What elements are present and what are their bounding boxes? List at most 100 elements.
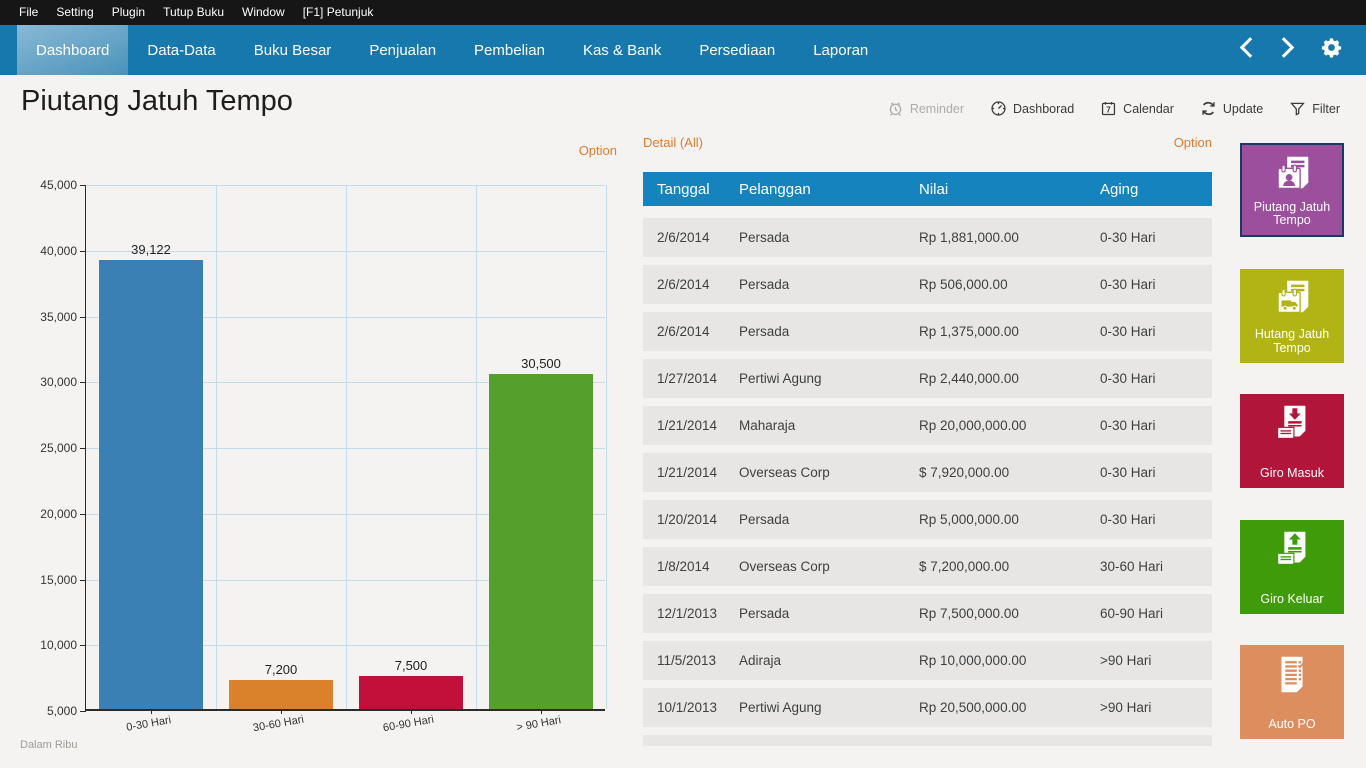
dashborad-button[interactable]: Dashborad xyxy=(990,100,1074,117)
menu-item-window[interactable]: Window xyxy=(233,0,294,25)
navbar: DashboardData-DataBuku BesarPenjualanPem… xyxy=(0,25,1366,75)
y-axis-label: 40,000 xyxy=(40,244,77,258)
y-axis-tick xyxy=(80,645,86,646)
cell-pelanggan: Maharaja xyxy=(725,418,905,433)
x-axis-label: 30-60 Hari xyxy=(252,714,305,735)
cell-pelanggan: Adiraja xyxy=(725,653,905,668)
filter-button[interactable]: Filter xyxy=(1289,100,1340,117)
menu-item-plugin[interactable]: Plugin xyxy=(103,0,154,25)
table-row[interactable]: 1/8/2014Overseas Corp$ 7,200,000.0030-60… xyxy=(643,547,1212,586)
y-axis-label: 25,000 xyxy=(40,441,77,455)
nav-tab-dashboard[interactable]: Dashboard xyxy=(17,25,128,75)
y-axis-tick xyxy=(80,185,86,186)
cell-aging: 0-30 Hari xyxy=(1085,371,1212,386)
chart-bar-90-hari xyxy=(489,374,593,709)
receivables-detail-panel: Detail (All) Option TanggalPelangganNila… xyxy=(643,135,1212,760)
column-header-nilai: Nilai xyxy=(905,181,1085,198)
tile-giro-keluar[interactable]: Giro Keluar xyxy=(1240,520,1344,614)
chevron-right-icon xyxy=(1280,37,1295,63)
calendar-label: Calendar xyxy=(1123,102,1174,116)
update-button[interactable]: Update xyxy=(1200,100,1263,117)
nav-tab-penjualan[interactable]: Penjualan xyxy=(350,25,455,75)
menu-item-file[interactable]: File xyxy=(10,0,47,25)
tile-piutang-jatuh-tempo[interactable]: Piutang Jatuh Tempo xyxy=(1240,143,1344,237)
cell-tanggal: 12/1/2013 xyxy=(643,606,725,621)
cell-pelanggan: Pertiwi Agung xyxy=(725,700,905,715)
y-axis-tick xyxy=(80,382,86,383)
y-axis-label: 35,000 xyxy=(40,310,77,324)
cell-nilai: Rp 506,000.00 xyxy=(905,277,1085,292)
receivable-due-icon xyxy=(1269,152,1315,203)
table-row[interactable]: 2/6/2014PersadaRp 506,000.000-30 Hari xyxy=(643,265,1212,304)
nav-tab-laporan[interactable]: Laporan xyxy=(794,25,887,75)
reminder-icon xyxy=(887,100,904,117)
cell-nilai: Rp 2,440,000.00 xyxy=(905,371,1085,386)
table-row[interactable]: 1/20/2014PersadaRp 5,000,000.000-30 Hari xyxy=(643,500,1212,539)
chart-bar-60-90-hari xyxy=(359,676,463,709)
filter-icon xyxy=(1289,100,1306,117)
tile-label: Giro Keluar xyxy=(1256,593,1327,614)
nav-settings-button[interactable] xyxy=(1321,37,1342,63)
chart-unit-note: Dalam Ribu xyxy=(20,739,77,751)
incoming-giro-icon xyxy=(1269,401,1315,452)
y-axis-label: 20,000 xyxy=(40,507,77,521)
bar-value-label: 7,500 xyxy=(395,658,428,673)
table-row[interactable]: 2/6/2014PersadaRp 1,375,000.000-30 Hari xyxy=(643,312,1212,351)
table-row[interactable]: 2/6/2014PersadaRp 1,881,000.000-30 Hari xyxy=(643,218,1212,257)
reminder-button[interactable]: Reminder xyxy=(887,100,964,117)
header-actions: Reminder Dashborad 7 Calendar Update Fil… xyxy=(887,100,1340,117)
table-option-link[interactable]: Option xyxy=(1174,135,1212,150)
table-row[interactable]: 10/1/2013Pertiwi AgungRp 20,500,000.00>9… xyxy=(643,688,1212,727)
cell-aging: 0-30 Hari xyxy=(1085,230,1212,245)
nav-tab-kas-bank[interactable]: Kas & Bank xyxy=(564,25,680,75)
cell-aging: >90 Hari xyxy=(1085,700,1212,715)
table-row[interactable]: 1/21/2014MaharajaRp 20,000,000.000-30 Ha… xyxy=(643,406,1212,445)
cell-nilai: Rp 1,375,000.00 xyxy=(905,324,1085,339)
cell-tanggal: 2/6/2014 xyxy=(643,324,725,339)
table-row[interactable]: 12/1/2013PersadaRp 7,500,000.0060-90 Har… xyxy=(643,594,1212,633)
nav-back-button[interactable] xyxy=(1239,37,1254,63)
x-axis-tick xyxy=(151,709,152,714)
table-row[interactable]: 1/21/2014Overseas Corp$ 7,920,000.000-30… xyxy=(643,453,1212,492)
column-header-tanggal: Tanggal xyxy=(643,181,725,198)
dashboard-gauge-icon xyxy=(990,100,1007,117)
nav-tab-persediaan[interactable]: Persediaan xyxy=(680,25,794,75)
tile-hutang-jatuh-tempo[interactable]: Hutang Jatuh Tempo xyxy=(1240,269,1344,363)
x-axis-tick xyxy=(411,709,412,714)
nav-tab-pembelian[interactable]: Pembelian xyxy=(455,25,564,75)
y-axis-label: 15,000 xyxy=(40,573,77,587)
y-axis-label: 5,000 xyxy=(47,704,77,718)
bar-value-label: 39,122 xyxy=(131,242,171,257)
chart-plot: 45,00040,00035,00030,00025,00020,00015,0… xyxy=(85,185,605,711)
calendar-button[interactable]: 7 Calendar xyxy=(1100,100,1174,117)
table-row[interactable]: 11/5/2013AdirajaRp 10,000,000.00>90 Hari xyxy=(643,641,1212,680)
cell-tanggal: 2/6/2014 xyxy=(643,277,725,292)
menu-item-setting[interactable]: Setting xyxy=(47,0,102,25)
calendar-icon: 7 xyxy=(1100,100,1117,117)
nav-forward-button[interactable] xyxy=(1280,37,1295,63)
filter-label: Filter xyxy=(1312,102,1340,116)
menu-item-tutup-buku[interactable]: Tutup Buku xyxy=(154,0,233,25)
detail-title-row: Detail (All) Option xyxy=(643,135,1212,159)
cell-pelanggan: Persada xyxy=(725,230,905,245)
cell-nilai: $ 7,920,000.00 xyxy=(905,465,1085,480)
table-row[interactable]: 1/27/2014Pertiwi AgungRp 2,440,000.000-3… xyxy=(643,359,1212,398)
cell-tanggal: 11/5/2013 xyxy=(643,653,725,668)
cell-tanggal: 1/21/2014 xyxy=(643,418,725,433)
cell-pelanggan: Overseas Corp xyxy=(725,465,905,480)
x-axis-tick xyxy=(281,709,282,714)
dashborad-label: Dashborad xyxy=(1013,102,1074,116)
bar-value-label: 7,200 xyxy=(265,662,298,677)
cell-aging: 0-30 Hari xyxy=(1085,277,1212,292)
tile-auto-po[interactable]: Auto PO xyxy=(1240,645,1344,739)
svg-text:7: 7 xyxy=(1106,105,1111,114)
tile-giro-masuk[interactable]: Giro Masuk xyxy=(1240,394,1344,488)
nav-tab-data-data[interactable]: Data-Data xyxy=(128,25,234,75)
nav-tab-buku-besar[interactable]: Buku Besar xyxy=(235,25,351,75)
chart-option-link[interactable]: Option xyxy=(579,143,617,158)
auto-po-icon xyxy=(1269,652,1315,703)
cell-aging: 30-60 Hari xyxy=(1085,559,1212,574)
menu-item-f1-petunjuk[interactable]: [F1] Petunjuk xyxy=(294,0,383,25)
cell-pelanggan: Persada xyxy=(725,277,905,292)
x-axis-label: 0-30 Hari xyxy=(125,714,172,734)
